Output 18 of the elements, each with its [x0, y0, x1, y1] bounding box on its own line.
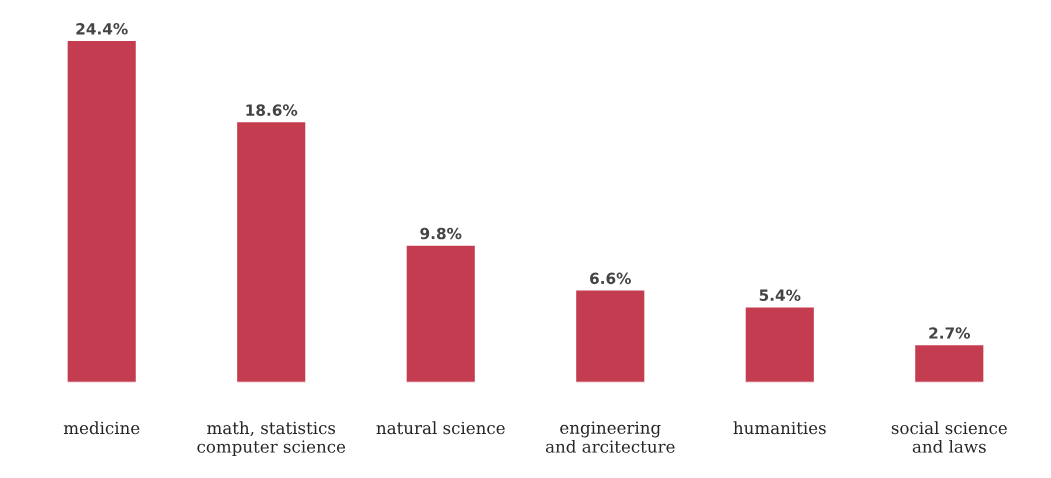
- data-label: 5.4%: [759, 289, 801, 301]
- data-label: 9.8%: [420, 227, 462, 240]
- data-label: 18.6%: [246, 104, 298, 116]
- x-tick-label: social science and laws: [891, 421, 1007, 453]
- bar: [574, 289, 646, 383]
- bar: [913, 343, 985, 383]
- x-tick-label: engineering and arcitecture: [545, 421, 675, 453]
- bar: [66, 39, 138, 383]
- data-label: 24.4%: [76, 23, 128, 35]
- data-label: 2.7%: [929, 327, 970, 339]
- x-tick-label: medicine: [63, 421, 140, 435]
- x-tick-label: humanities: [733, 421, 826, 435]
- x-tick-label: natural science: [376, 421, 505, 435]
- bar: [405, 244, 477, 383]
- x-tick-label: math, statistics computer science: [197, 421, 346, 457]
- bar: [235, 120, 307, 383]
- bar: [744, 306, 816, 383]
- data-label: 6.6%: [590, 272, 631, 285]
